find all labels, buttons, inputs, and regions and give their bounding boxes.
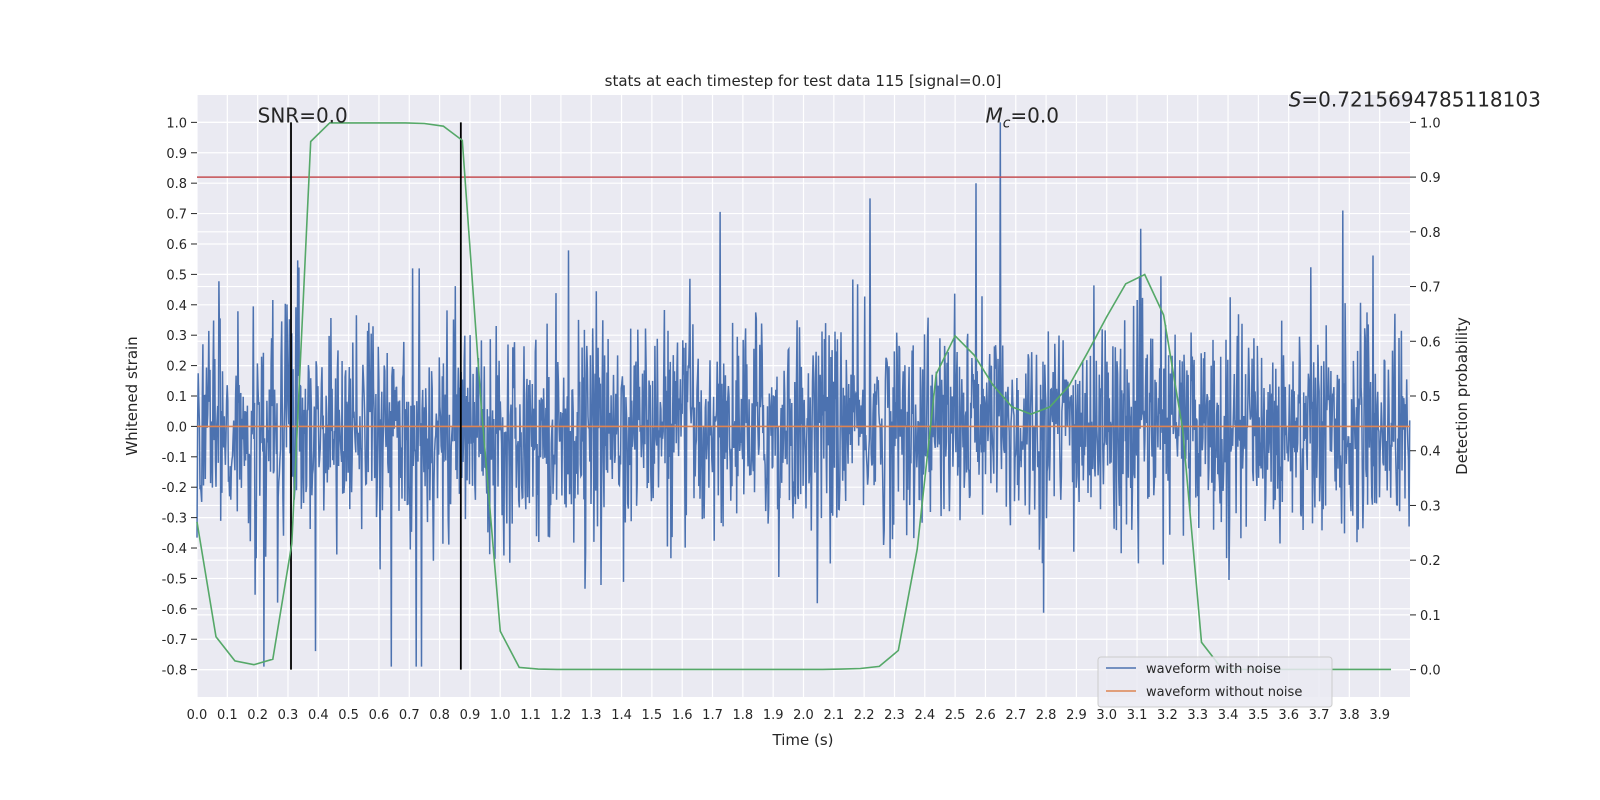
annotation: S=0.7215694785118103: [1289, 87, 1541, 111]
x-tick-label: 1.5: [642, 708, 663, 723]
x-tick-label: 3.6: [1278, 708, 1299, 723]
x-tick-label: 3.2: [1157, 708, 1178, 723]
x-tick-label: 3.0: [1096, 708, 1117, 723]
y-tick-label: 0.2: [166, 360, 187, 375]
y-tick-label: 0.8: [166, 177, 187, 192]
y-tick-label: 0.4: [166, 299, 187, 314]
y-tick-label: -0.3: [162, 512, 187, 527]
legend-label-clean: waveform without noise: [1146, 685, 1302, 700]
x-tick-label: 1.7: [702, 708, 723, 723]
annotation-subscript: c: [1003, 115, 1011, 131]
annotation-symbol: S: [1289, 87, 1302, 111]
y-right-tick-label: 1.0: [1420, 116, 1441, 131]
x-tick-label: 3.4: [1218, 708, 1239, 723]
y-right-tick-label: 0.0: [1420, 664, 1441, 679]
y-axis-right-label: Detection probability: [1453, 317, 1471, 475]
annotation-value: =0.0: [1010, 103, 1059, 127]
y-tick-label: -0.1: [162, 451, 187, 466]
x-tick-label: 3.7: [1309, 708, 1330, 723]
x-tick-label: 2.3: [884, 708, 905, 723]
annotation-symbol: SNR=0.0: [258, 103, 348, 127]
annotations: SNR=0.0 Mc=0.0 S=0.7215694785118103: [258, 87, 1541, 131]
x-tick-label: 3.9: [1369, 708, 1390, 723]
y-right-tick-label: 0.8: [1420, 226, 1441, 241]
y-tick-label: 0.6: [166, 238, 187, 253]
y-right-tick-label: 0.2: [1420, 554, 1441, 569]
y-tick-label: -0.7: [162, 633, 187, 648]
x-tick-label: 0.7: [399, 708, 420, 723]
y-right-tick-label: 0.6: [1420, 335, 1441, 350]
y-tick-label: 0.9: [166, 147, 187, 162]
x-tick-label: 3.8: [1339, 708, 1360, 723]
annotation: SNR=0.0: [258, 103, 348, 127]
x-tick-label: 2.8: [1036, 708, 1057, 723]
x-tick-label: 2.5: [945, 708, 966, 723]
y-right-tick-label: 0.3: [1420, 499, 1441, 514]
x-tick-label: 1.0: [490, 708, 511, 723]
x-tick-label: 3.5: [1248, 708, 1269, 723]
x-tick-label: 2.0: [793, 708, 814, 723]
marks: [196, 122, 1411, 671]
x-tick-label: 0.2: [247, 708, 268, 723]
x-tick-label: 1.9: [763, 708, 784, 723]
y-tick-label: -0.4: [162, 542, 187, 557]
x-tick-label: 1.2: [551, 708, 572, 723]
x-tick-label: 1.8: [733, 708, 754, 723]
x-tick-label: 2.7: [1005, 708, 1026, 723]
y-right-tick-label: 0.7: [1420, 281, 1441, 296]
x-tick-label: 2.2: [854, 708, 875, 723]
x-tick-label: 0.4: [308, 708, 329, 723]
x-tick-label: 2.6: [975, 708, 996, 723]
ticks: 0.0 0.1 0.2 0.3 0.4 0.5 0.6 0.7 0.8 0.9 1.0 1.1 1.2 1…: [162, 116, 1441, 723]
x-tick-label: 2.1: [823, 708, 844, 723]
x-tick-label: 1.6: [672, 708, 693, 723]
x-tick-label: 2.4: [914, 708, 935, 723]
y-axis-label: Whitened strain: [123, 336, 141, 455]
x-tick-label: 1.4: [611, 708, 632, 723]
x-tick-label: 0.3: [278, 708, 299, 723]
y-right-tick-label: 0.1: [1420, 609, 1441, 624]
y-right-tick-label: 0.9: [1420, 171, 1441, 186]
y-right-tick-label: 0.4: [1420, 445, 1441, 460]
x-tick-label: 0.9: [460, 708, 481, 723]
x-tick-label: 0.8: [429, 708, 450, 723]
y-tick-label: -0.5: [162, 572, 187, 587]
legend: waveform with noise waveform without noi…: [1097, 656, 1333, 708]
x-tick-label: 0.5: [338, 708, 359, 723]
x-axis-label: Time (s): [772, 731, 834, 749]
y-tick-label: 0.7: [166, 208, 187, 223]
y-tick-label: -0.2: [162, 481, 187, 496]
x-tick-label: 1.3: [581, 708, 602, 723]
y-tick-label: 0.1: [166, 390, 187, 405]
y-right-tick-label: 0.5: [1420, 390, 1441, 405]
x-tick-label: 1.1: [520, 708, 541, 723]
series-detection-probability: [196, 122, 1391, 671]
series-waveform-with-noise: [196, 122, 1411, 667]
x-tick-label: 2.9: [1066, 708, 1087, 723]
y-tick-label: 0.5: [166, 268, 187, 283]
legend-box: [1097, 656, 1333, 708]
x-tick-label: 0.6: [369, 708, 390, 723]
annotation-value: =0.7215694785118103: [1301, 87, 1540, 111]
y-tick-label: -0.8: [162, 664, 187, 679]
y-tick-label: 0.3: [166, 329, 187, 344]
legend-label-noise: waveform with noise: [1146, 662, 1281, 677]
y-tick-label: 0.0: [166, 420, 187, 435]
x-tick-label: 3.1: [1127, 708, 1148, 723]
y-tick-label: 1.0: [166, 116, 187, 131]
x-tick-label: 0.0: [187, 708, 208, 723]
annotation: Mc=0.0: [985, 103, 1059, 131]
annotation-symbol: M: [985, 103, 1002, 127]
x-tick-label: 3.3: [1187, 708, 1208, 723]
y-tick-label: -0.6: [162, 603, 187, 618]
x-tick-label: 0.1: [217, 708, 238, 723]
chart-title: stats at each timestep for test data 115…: [605, 72, 1002, 90]
